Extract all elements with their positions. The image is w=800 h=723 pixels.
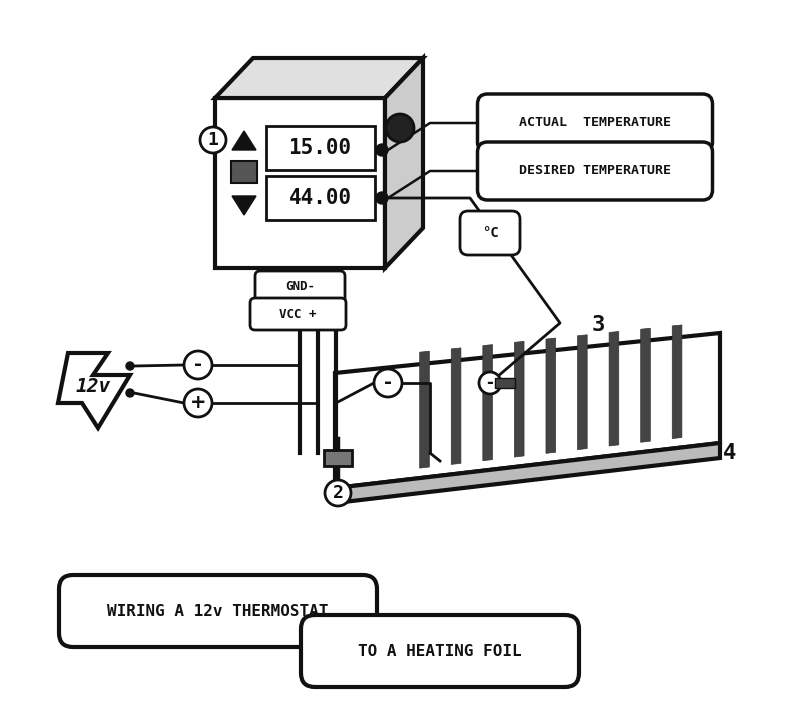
FancyBboxPatch shape: [478, 94, 713, 152]
FancyBboxPatch shape: [324, 450, 352, 466]
FancyBboxPatch shape: [231, 161, 257, 183]
Text: 15.00: 15.00: [289, 138, 351, 158]
Text: 2: 2: [333, 484, 343, 502]
Polygon shape: [672, 325, 682, 439]
FancyBboxPatch shape: [301, 615, 579, 687]
Text: GND-: GND-: [285, 281, 315, 294]
Polygon shape: [546, 338, 556, 453]
Polygon shape: [578, 335, 587, 450]
Polygon shape: [335, 443, 720, 503]
Circle shape: [200, 127, 226, 153]
Polygon shape: [420, 351, 430, 468]
FancyBboxPatch shape: [460, 211, 520, 255]
Text: TO A HEATING FOIL: TO A HEATING FOIL: [358, 643, 522, 659]
Polygon shape: [58, 353, 130, 428]
Text: DESIRED TEMPERATURE: DESIRED TEMPERATURE: [519, 165, 671, 178]
Text: °C: °C: [482, 226, 498, 240]
Polygon shape: [215, 98, 385, 268]
Text: 1: 1: [207, 131, 218, 149]
FancyBboxPatch shape: [250, 298, 346, 330]
Circle shape: [325, 480, 351, 506]
FancyBboxPatch shape: [266, 176, 375, 220]
Polygon shape: [641, 328, 650, 442]
Text: 44.00: 44.00: [289, 188, 351, 208]
Polygon shape: [483, 345, 493, 461]
Text: WIRING A 12v THERMOSTAT: WIRING A 12v THERMOSTAT: [107, 604, 329, 618]
Text: -: -: [384, 374, 392, 393]
Text: +: +: [190, 393, 206, 413]
Polygon shape: [232, 196, 256, 215]
Polygon shape: [232, 131, 256, 150]
Circle shape: [184, 351, 212, 379]
Text: -: -: [194, 356, 202, 375]
Text: 3: 3: [591, 315, 605, 335]
FancyBboxPatch shape: [478, 142, 713, 200]
FancyBboxPatch shape: [59, 575, 377, 647]
Polygon shape: [514, 341, 524, 457]
Text: VCC +: VCC +: [279, 307, 317, 320]
Polygon shape: [609, 332, 618, 446]
Circle shape: [386, 114, 414, 142]
FancyBboxPatch shape: [495, 378, 515, 388]
Circle shape: [374, 369, 402, 397]
Text: ACTUAL  TEMPERATURE: ACTUAL TEMPERATURE: [519, 116, 671, 129]
Circle shape: [126, 389, 134, 397]
FancyBboxPatch shape: [266, 126, 375, 170]
Text: -: -: [486, 374, 494, 392]
Polygon shape: [451, 348, 461, 464]
Circle shape: [376, 144, 388, 156]
Circle shape: [479, 372, 501, 394]
Text: 4: 4: [723, 443, 737, 463]
Circle shape: [376, 192, 388, 204]
Polygon shape: [385, 58, 423, 268]
Polygon shape: [335, 333, 720, 488]
FancyBboxPatch shape: [255, 271, 345, 303]
Text: 12v: 12v: [75, 377, 110, 396]
Polygon shape: [215, 58, 423, 98]
Circle shape: [126, 362, 134, 370]
Circle shape: [184, 389, 212, 417]
